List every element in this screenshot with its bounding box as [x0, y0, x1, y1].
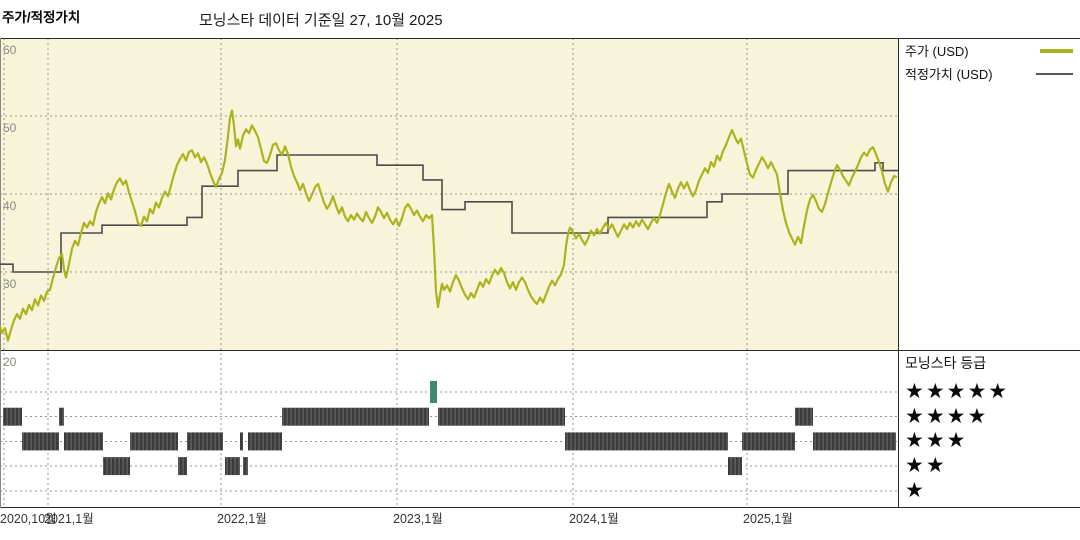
y-tick-label: 30 [3, 277, 17, 291]
rating-panel-title: 모닝스타 등급 [905, 355, 987, 371]
legend-item-fair-value: 적정가치 (USD) [905, 62, 1073, 85]
x-tick-label: 2023,1월 [393, 512, 443, 526]
x-tick-label: 2022,1월 [217, 512, 267, 526]
rating-bar-3-star [742, 432, 795, 451]
page-title: 주가/적정가치 [2, 10, 81, 25]
rating-bar-2-star [103, 457, 130, 476]
y-tick-label: 40 [3, 199, 17, 213]
rating-stars-5: ★★★★★ [905, 380, 1010, 403]
x-tick-label: 2020,10월 [0, 512, 57, 526]
rating-bar-2-star [243, 457, 248, 476]
chart-legend: 주가 (USD) 적정가치 (USD) [905, 39, 1073, 85]
rating-bar-2-star [728, 457, 742, 476]
y-tick-label: 20 [3, 355, 17, 369]
fair-value-line [0, 154, 898, 273]
rating-stars-3: ★★★ [905, 429, 968, 453]
rating-bar-3-star [64, 432, 103, 451]
rating-bar-3-star [22, 432, 59, 451]
legend-price-label: 주가 (USD) [905, 44, 969, 59]
rating-bar-4-star [438, 407, 565, 426]
legend-fair-value-label: 적정가치 (USD) [905, 67, 993, 82]
x-tick-label: 2021,1월 [44, 512, 94, 526]
y-tick-label: 60 [3, 43, 17, 57]
rating-bar-3-star [130, 432, 178, 451]
price-line-swatch [1040, 48, 1073, 53]
rating-bar-2-star [225, 457, 240, 476]
fair-value-line-swatch [1036, 72, 1073, 75]
legend-item-price: 주가 (USD) [905, 39, 1073, 62]
rating-stars-4: ★★★★ [905, 404, 989, 428]
y-tick-label: 50 [3, 121, 17, 135]
x-tick-label: 2024,1월 [569, 512, 619, 526]
price-line [0, 109, 898, 342]
rating-bar-3-star [187, 432, 223, 451]
rating-bar-3-star [813, 432, 896, 451]
rating-bar-4-star [3, 407, 22, 426]
rating-bar-4-star [795, 407, 813, 426]
chart-subtitle: 모닝스타 데이터 기준일 27, 10월 2025 [199, 12, 443, 29]
rating-bar-4-star [282, 407, 429, 426]
x-tick-label: 2025,1월 [743, 512, 793, 526]
rating-bar-special [430, 381, 437, 403]
rating-bar-3-star [565, 432, 728, 451]
rating-bar-4-star [59, 407, 64, 426]
rating-stars-1: ★ [905, 478, 926, 502]
rating-stars-2: ★★ [905, 454, 947, 478]
rating-bar-2-star [178, 457, 187, 476]
rating-bar-3-star [240, 432, 243, 451]
rating-bar-3-star [248, 432, 282, 451]
